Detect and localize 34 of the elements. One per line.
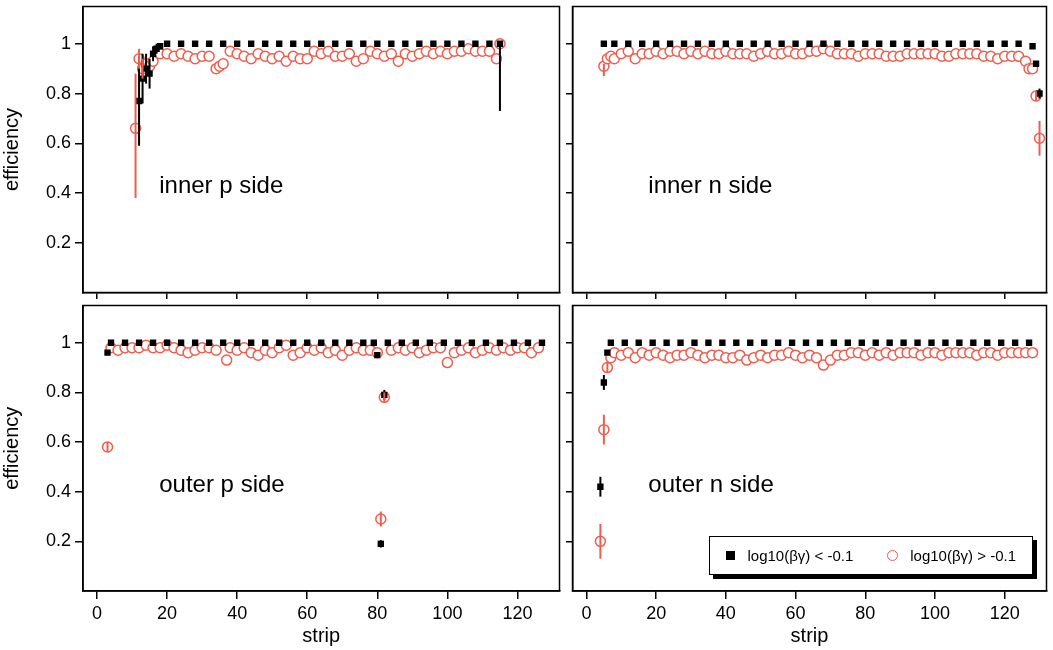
x-tick-label: 40: [227, 602, 248, 623]
y-tick-label: 0.2: [45, 231, 71, 252]
y-tick-label: 0.6: [45, 132, 71, 153]
legend-label: log10(βγ) < -0.1: [747, 547, 854, 564]
y-tick-label: 0.2: [45, 530, 71, 551]
y-axis-title: efficiency: [0, 406, 22, 490]
x-tick-label: 120: [989, 602, 1020, 623]
y-tick-label: 0.6: [45, 431, 71, 452]
x-axis-title: strip: [302, 623, 341, 646]
x-tick-label: 20: [157, 602, 178, 623]
x-tick-label: 100: [919, 602, 950, 623]
y-tick-label: 1: [60, 32, 71, 53]
x-tick-label: 0: [92, 602, 103, 623]
x-tick-label: 60: [785, 602, 806, 623]
y-tick-label: 0.8: [45, 381, 71, 402]
x-tick-label: 100: [432, 602, 463, 623]
x-tick-label: 40: [715, 602, 736, 623]
annotation: inner n side: [648, 171, 773, 199]
y-tick-label: 0.4: [45, 181, 71, 202]
x-tick-label: 80: [855, 602, 876, 623]
y-axis-title: efficiency: [0, 107, 22, 192]
annotation: inner p side: [159, 171, 284, 199]
y-tick-label: 0.4: [45, 480, 71, 501]
x-axis-title: strip: [790, 623, 829, 646]
annotation: outer p side: [159, 469, 285, 497]
x-tick-label: 80: [367, 602, 388, 623]
y-tick-label: 0.8: [45, 82, 71, 103]
x-tick-label: 60: [297, 602, 318, 623]
y-tick-label: 1: [60, 331, 71, 352]
legend-label: log10(βγ) > -0.1: [910, 547, 1016, 564]
x-tick-label: 0: [581, 602, 592, 623]
annotation: outer n side: [648, 469, 774, 497]
x-tick-label: 20: [646, 602, 667, 623]
x-tick-label: 120: [502, 602, 533, 623]
